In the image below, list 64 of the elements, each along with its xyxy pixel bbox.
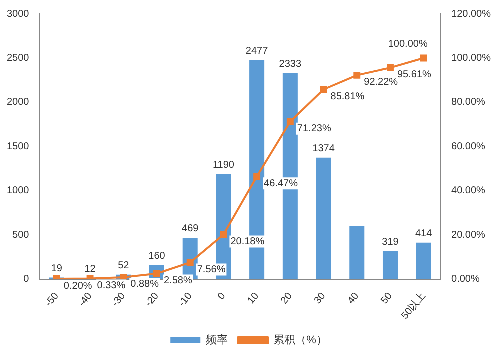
data-label: 85.81% [330,91,365,102]
data-label: 20.18% [230,236,265,248]
y-tick-label: 3000 [6,8,30,20]
data-label: 319 [382,236,400,248]
bar [382,251,398,280]
bar [416,242,432,280]
data-label: 46.47% [264,178,298,190]
bar [350,226,365,280]
bar [316,158,332,280]
x-tick-label: 20 [279,290,296,307]
data-label: 100.00% [388,38,428,50]
y2-tick-label: 20.00% [452,230,486,241]
data-label: 1374 [312,144,336,155]
data-label: 2.58% [164,275,192,286]
x-tick-label: 40 [346,290,362,307]
data-label: 2333 [279,58,302,70]
point [286,118,294,126]
x-tick-label: -50 [44,290,62,310]
y-tick-label: 1000 [6,186,30,197]
x-tick-label: 50以上 [399,290,428,322]
point [320,86,328,94]
data-label: 92.22% [364,77,398,88]
y2-tick-label: 100.00% [452,52,492,64]
x-tick-label: 10 [246,290,262,307]
y2-tick-label: 0.00% [452,274,480,286]
data-label: 7.56% [197,264,226,276]
x-tick-label: -20 [144,290,162,310]
x-tick-label: -10 [177,290,196,310]
y-tick-label: 1500 [6,141,30,152]
data-label: 1190 [212,160,235,171]
data-label: 0.88% [130,279,160,290]
y-tick-label: 0 [24,274,30,286]
y-tick-label: 2500 [6,52,30,64]
data-label: 0.33% [97,280,126,292]
y-tick-label: 2000 [6,97,30,108]
y-tick-label: 500 [12,230,30,241]
x-tick-label: 50 [379,290,396,307]
y2-tick-label: 40.00% [452,186,486,197]
data-label: 414 [416,228,433,240]
point [120,274,128,280]
y2-tick-label: 120.00% [452,8,492,20]
data-label: 52 [118,260,130,272]
legend-label: 频率 [206,334,228,347]
point [254,173,261,180]
y2-tick-label: 80.00% [452,97,486,108]
y2-tick-label: 60.00% [452,141,486,152]
data-label: 0.20% [64,280,92,292]
data-label: 2477 [246,46,269,58]
point [420,54,428,62]
data-label: 71.23% [297,124,332,135]
x-tick-label: 30 [312,290,328,307]
data-label: 469 [182,224,200,235]
point [220,231,228,238]
data-label: 160 [148,251,166,262]
data-label: 12 [84,264,96,276]
point [186,259,194,266]
x-tick-label: 0 [216,290,228,302]
x-tick-label: -40 [76,290,95,310]
data-label: 95.61% [397,70,432,81]
data-label: 19 [51,264,63,275]
legend-label: 累积（%） [274,334,328,347]
point [387,64,394,72]
point [354,72,361,79]
x-tick-label: -30 [110,290,128,310]
